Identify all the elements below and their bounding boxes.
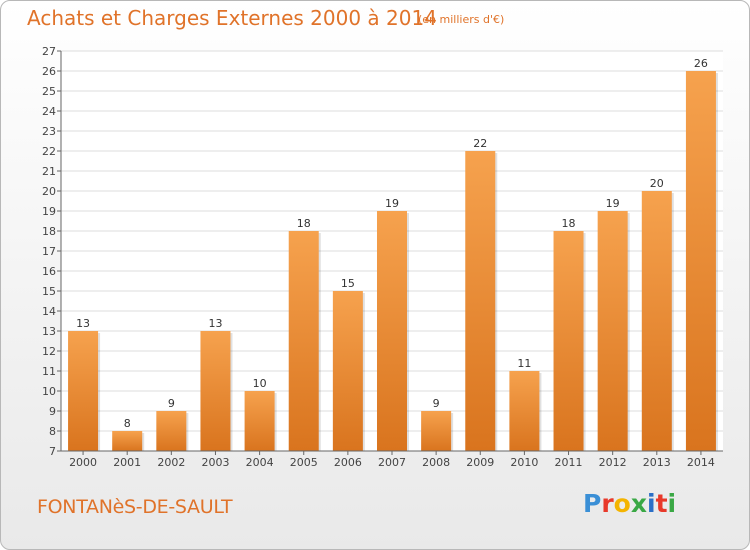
y-tick-label: 18 [42, 225, 56, 238]
y-tick-label: 17 [42, 245, 56, 258]
bar-2008 [421, 411, 452, 451]
bar-2003 [200, 331, 231, 451]
y-tick-label: 22 [42, 145, 56, 158]
value-label-2011: 18 [562, 217, 576, 230]
x-tick-label-2008: 2008 [422, 456, 450, 469]
x-tick-label-2010: 2010 [510, 456, 538, 469]
logo-letter: t [655, 489, 668, 518]
value-label-2009: 22 [473, 137, 487, 150]
x-tick-label-2011: 2011 [555, 456, 583, 469]
bar-2007 [376, 211, 408, 451]
bar-2006 [332, 291, 363, 451]
value-label-2010: 11 [517, 357, 531, 370]
x-tick-label-2007: 2007 [378, 456, 406, 469]
value-label-2008: 9 [433, 397, 440, 410]
value-label-2005: 18 [297, 217, 311, 230]
logo-letter: i [667, 489, 677, 518]
logo-letter: x [630, 489, 647, 518]
bar-2011 [553, 231, 584, 451]
y-tick-label: 25 [42, 85, 56, 98]
y-tick-label: 8 [49, 425, 56, 438]
bar-2013 [641, 191, 672, 451]
value-label-2013: 20 [650, 177, 664, 190]
bar-2005 [288, 231, 319, 451]
y-tick-label: 15 [42, 285, 56, 298]
y-tick-label: 24 [42, 105, 56, 118]
y-tick-label: 9 [49, 405, 56, 418]
y-tick-label: 23 [42, 125, 56, 138]
x-tick-label-2013: 2013 [643, 456, 671, 469]
commune-name: FONTANèS-DE-SAULT [37, 496, 233, 518]
y-tick-label: 12 [42, 345, 56, 358]
x-tick-label-2004: 2004 [246, 456, 274, 469]
y-tick-label: 14 [42, 305, 56, 318]
logo-letter: i [647, 489, 656, 518]
bar-2014 [685, 71, 716, 451]
value-label-2007: 19 [385, 197, 399, 210]
value-label-2014: 26 [694, 57, 708, 70]
x-tick-label-2005: 2005 [290, 456, 318, 469]
y-tick-label: 21 [42, 165, 56, 178]
value-label-2012: 19 [606, 197, 620, 210]
x-tick-label-2002: 2002 [157, 456, 185, 469]
y-tick-label: 13 [42, 325, 56, 338]
y-tick-label: 7 [49, 445, 56, 458]
chart-title: Achats et Charges Externes 2000 à 2014 [27, 6, 437, 30]
chart-unit: (en milliers d'€) [418, 13, 505, 26]
value-label-2001: 8 [124, 417, 131, 430]
value-label-2006: 15 [341, 277, 355, 290]
bar-2012 [597, 211, 628, 451]
y-tick-label: 19 [42, 205, 56, 218]
y-tick-label: 20 [42, 185, 56, 198]
x-tick-label-2003: 2003 [201, 456, 229, 469]
value-label-2004: 10 [253, 377, 267, 390]
x-tick-label-2000: 2000 [69, 456, 97, 469]
y-tick-label: 11 [42, 365, 56, 378]
bar-2004 [244, 391, 275, 451]
bar-2000 [68, 331, 99, 451]
bar-2001 [112, 431, 143, 451]
axis-layer: 7 8 9 10 11 12 13 14 15 16 17 18 19 20 21 22 23 24 25 26 27 2… [42, 45, 723, 469]
value-label-2003: 13 [208, 317, 222, 330]
y-tick-label: 10 [42, 385, 56, 398]
bar-layer: 13 8 9 13 10 18 15 19 9 22 11 18 19 20 26 [68, 57, 718, 451]
x-tick-label-2006: 2006 [334, 456, 362, 469]
logo-letter: o [613, 489, 631, 518]
x-tick-label-2009: 2009 [466, 456, 494, 469]
proxiti-logo: Proxiti [583, 489, 676, 518]
value-label-2000: 13 [76, 317, 90, 330]
value-label-2002: 9 [168, 397, 175, 410]
bar-2010 [509, 371, 540, 451]
x-tick-label-2001: 2001 [113, 456, 141, 469]
y-tick-label: 27 [42, 45, 56, 58]
x-tick-label-2012: 2012 [599, 456, 627, 469]
logo-letter: P [583, 489, 602, 518]
y-tick-label: 26 [42, 65, 56, 78]
x-tick-label-2014: 2014 [687, 456, 715, 469]
logo-letter: r [601, 489, 614, 518]
bar-2002 [156, 411, 187, 451]
y-tick-label: 16 [42, 265, 56, 278]
bar-2009 [465, 151, 496, 451]
